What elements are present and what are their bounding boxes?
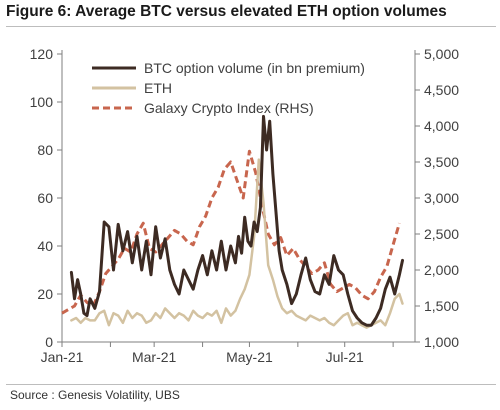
series-line-btc bbox=[69, 114, 404, 327]
y-right-tick-label: 5,000 bbox=[424, 46, 459, 62]
chart-legend: BTC option volume (in bn premium) ETH Gala… bbox=[92, 60, 365, 116]
y-right-tick-label: 3,000 bbox=[424, 190, 459, 206]
chart-area: 0 20 40 60 80 100 120 1,000 1,500 2,000 2,500 3,000… bbox=[30, 46, 460, 365]
y-left-tick-label: 80 bbox=[37, 142, 53, 158]
figure-title: Figure 6: Average BTC versus elevated ET… bbox=[6, 3, 447, 20]
x-tick-label: Jan-21 bbox=[41, 349, 84, 365]
legend-label: Galaxy Crypto Index (RHS) bbox=[144, 100, 314, 116]
legend-label: ETH bbox=[144, 80, 172, 96]
y-right-tick-label: 1,500 bbox=[424, 298, 459, 314]
y-right-tick-label: 2,000 bbox=[424, 262, 459, 278]
x-tick-label: Mar-21 bbox=[132, 349, 177, 365]
y-left-tick-label: 100 bbox=[30, 94, 54, 110]
y-left-tick-label: 120 bbox=[30, 46, 54, 62]
series-line-galaxy-index bbox=[61, 149, 401, 315]
chart-series bbox=[61, 114, 404, 329]
y-left-tick-label: 60 bbox=[37, 190, 53, 206]
title-divider bbox=[6, 26, 496, 27]
y-right-tick-label: 4,000 bbox=[424, 118, 459, 134]
x-tick-label: Jul-21 bbox=[326, 349, 364, 365]
source-divider bbox=[6, 384, 496, 385]
y-right-tick-label: 3,500 bbox=[424, 154, 459, 170]
x-tick-label: May-21 bbox=[226, 349, 273, 365]
y-left-tick-label: 40 bbox=[37, 238, 53, 254]
y-right-tick-label: 2,500 bbox=[424, 226, 459, 242]
legend-label: BTC option volume (in bn premium) bbox=[144, 60, 365, 76]
y-left-tick-label: 20 bbox=[37, 286, 53, 302]
y-right-tick-label: 1,000 bbox=[424, 334, 459, 350]
y-right-tick-label: 4,500 bbox=[424, 82, 459, 98]
chart-axes: 0 20 40 60 80 100 120 1,000 1,500 2,000 2,500 3,000… bbox=[30, 46, 460, 365]
series-line-eth bbox=[70, 158, 404, 329]
source-note: Source : Genesis Volatility, UBS bbox=[10, 388, 180, 402]
y-left-tick-label: 0 bbox=[45, 334, 53, 350]
